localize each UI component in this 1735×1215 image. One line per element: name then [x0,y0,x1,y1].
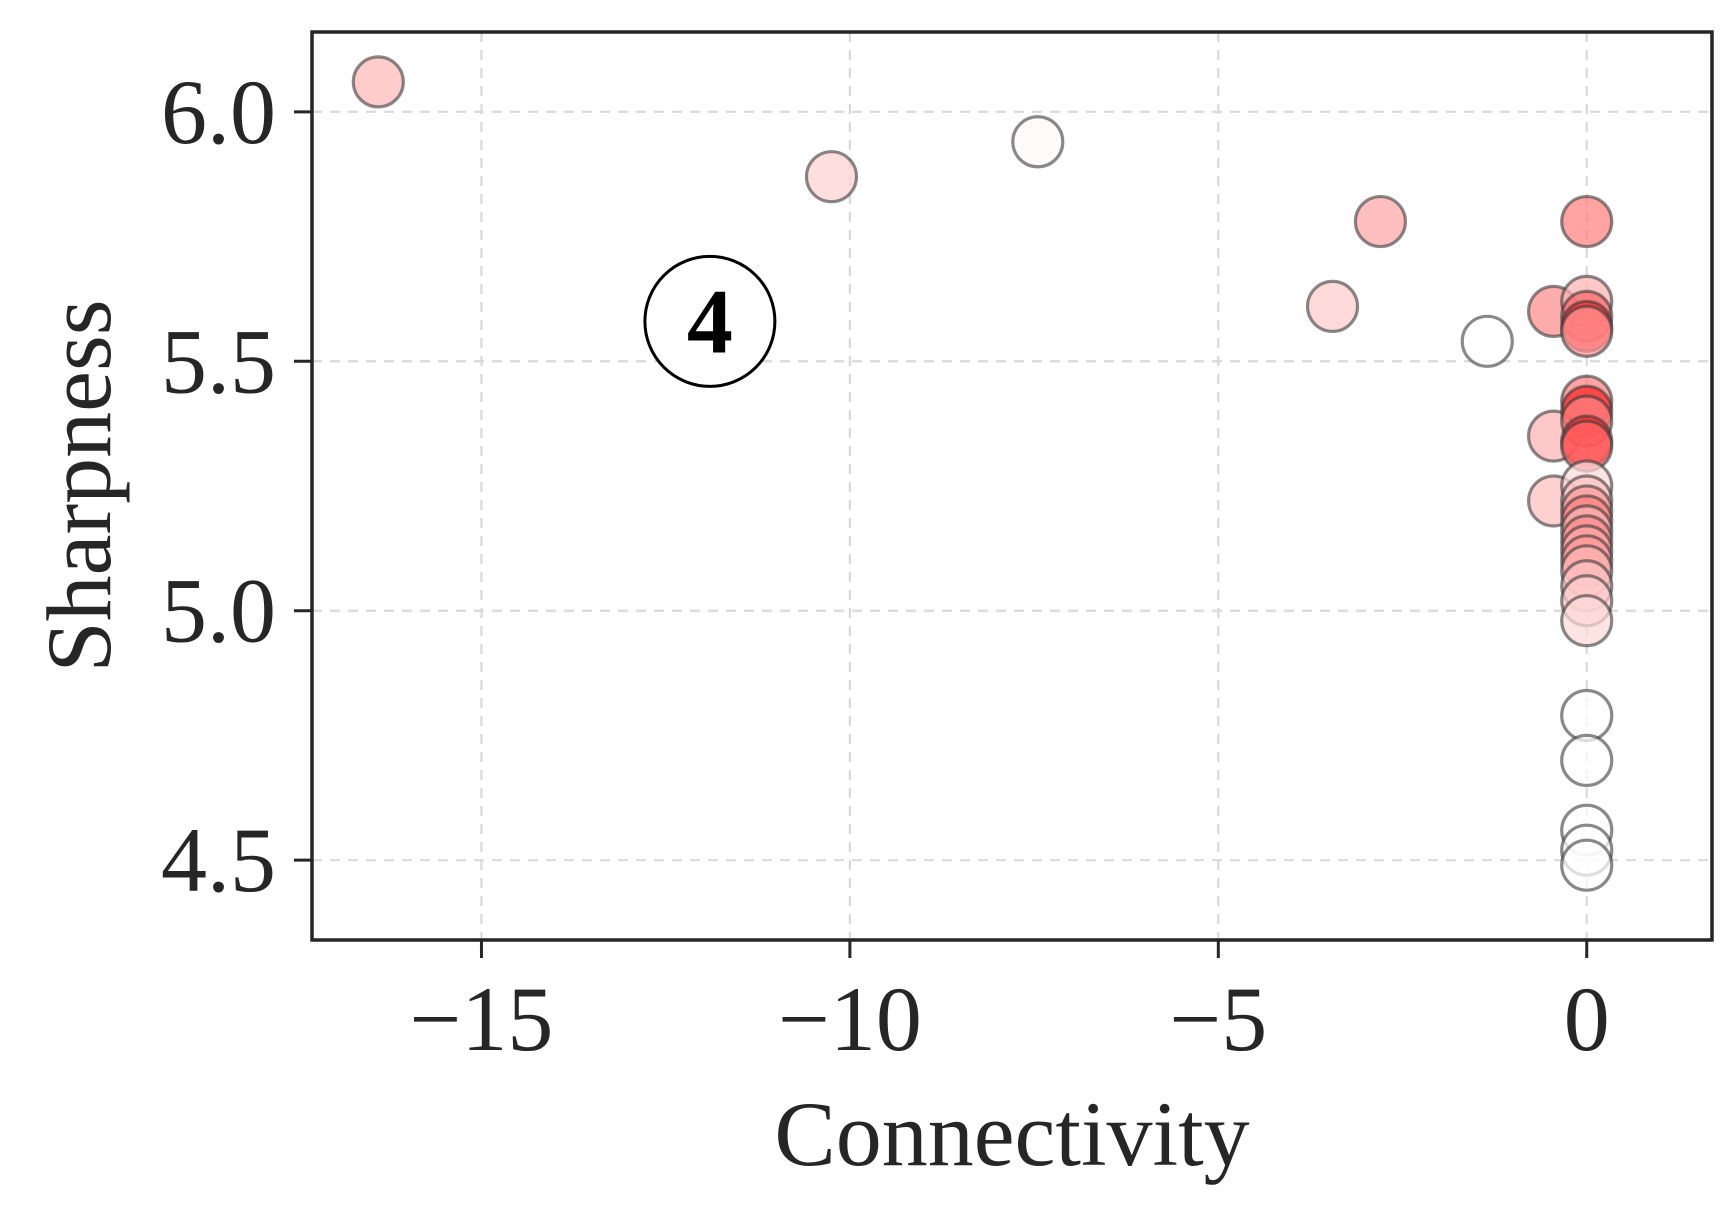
data-point [1305,279,1360,333]
x-axis-label: Connectivity [774,1083,1249,1185]
data-point [1460,314,1514,368]
y-tick-label: 5.0 [161,560,276,662]
y-tick-label: 4.5 [161,809,276,911]
data-point [1353,194,1408,249]
data-point [1560,304,1614,358]
x-tick-label: −5 [1169,968,1267,1070]
annotation-circle [643,254,777,388]
y-axis-label: Sharpness [28,299,130,672]
annotation: 4 [643,254,777,388]
data-point [1560,688,1614,743]
data-point [1560,733,1614,787]
plot-frame [310,30,1714,942]
x-tick-label: 0 [1564,968,1610,1070]
y-tick-label: 6.0 [161,61,276,163]
data-points [351,55,1614,892]
data-point [351,55,405,109]
annotation-label: 4 [687,270,733,372]
data-point [1011,115,1065,169]
x-tick-label: −10 [778,968,922,1070]
data-point [1560,838,1614,892]
axis-ticks: −15 −10 −5 0 4.5 5.0 5.5 6.0 [161,61,1610,1070]
data-point [1560,194,1614,249]
data-point [1560,594,1614,648]
data-point [804,150,859,204]
y-tick-label: 5.5 [161,310,276,412]
x-tick-label: −15 [410,968,554,1070]
